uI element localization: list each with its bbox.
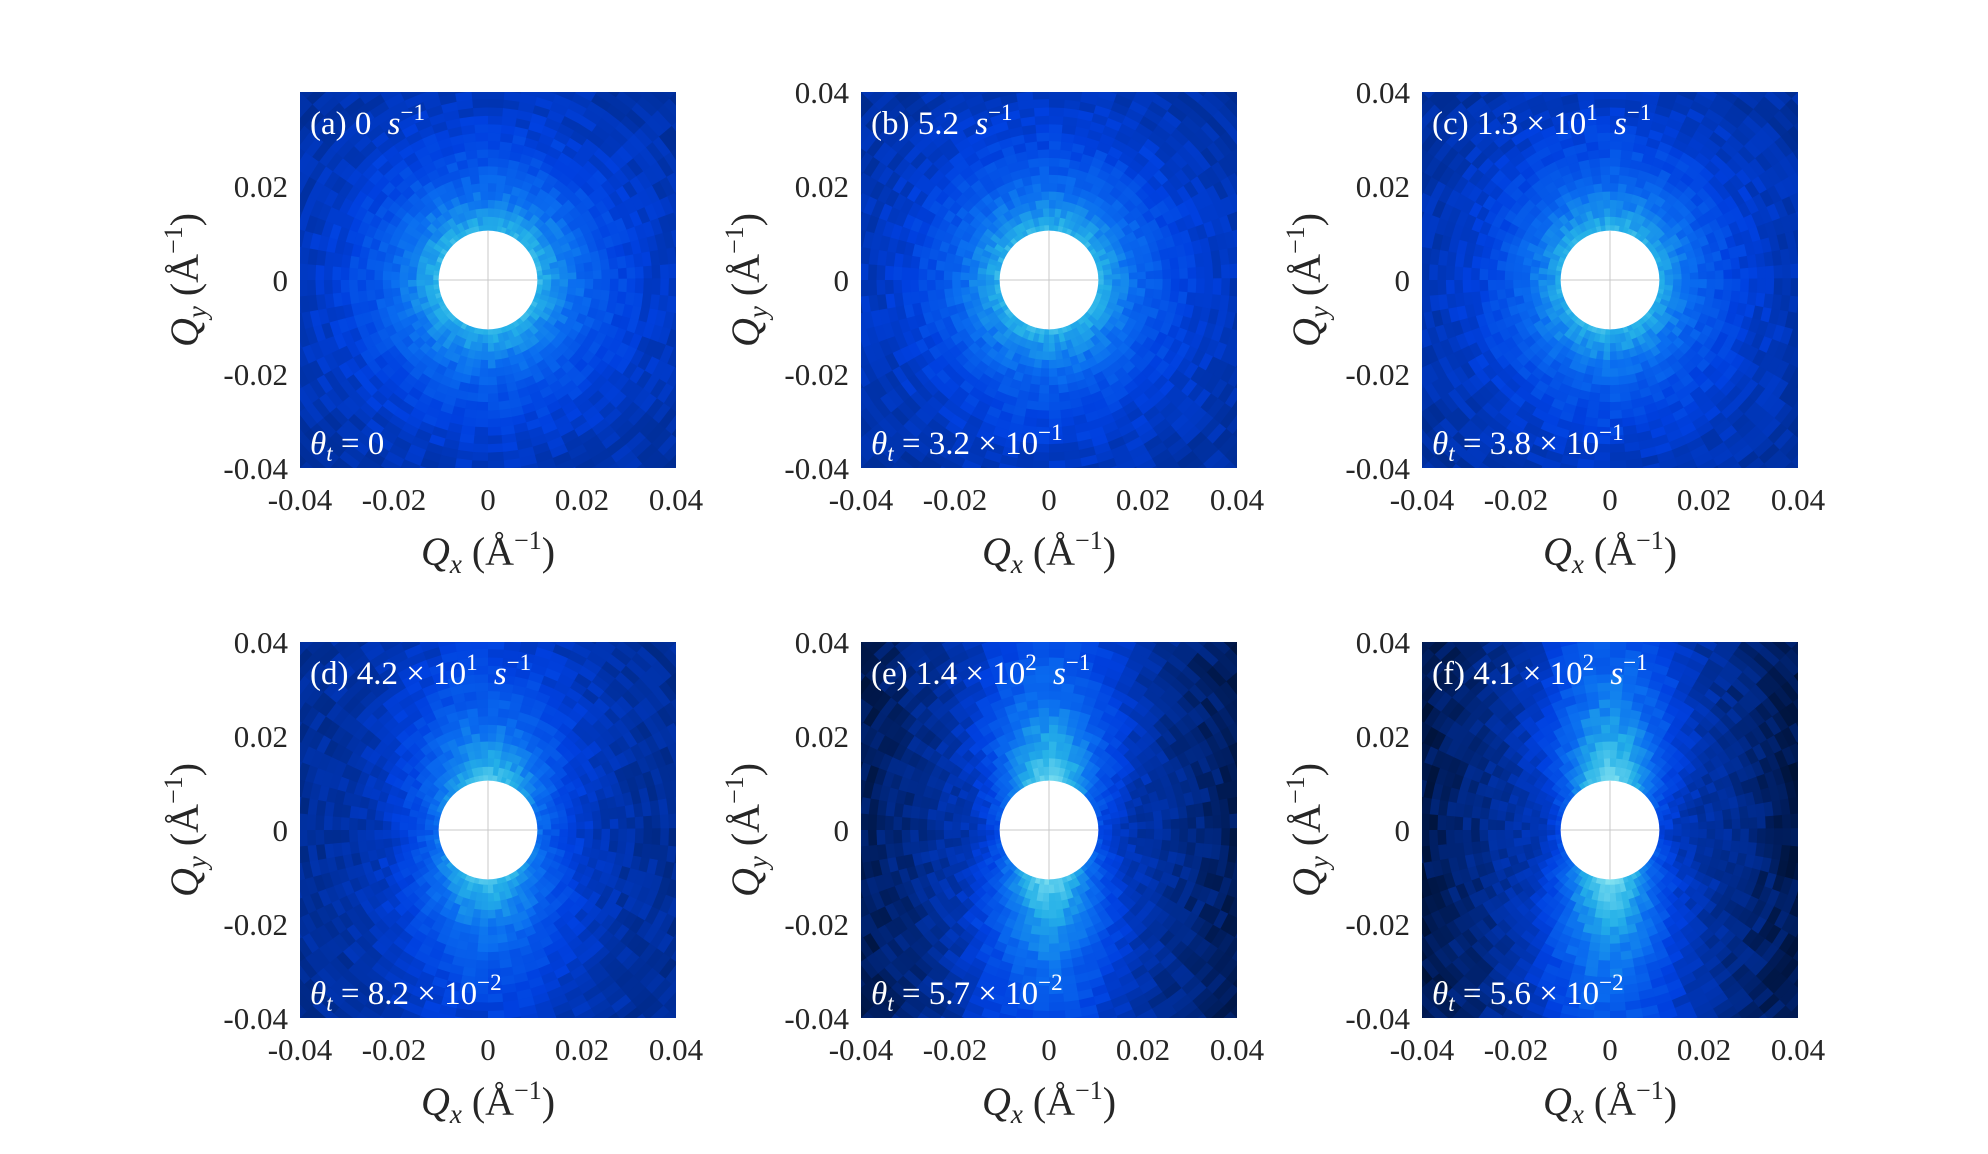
heatmap-b bbox=[861, 92, 1237, 468]
y-axis-label: Qy (Å−1) bbox=[159, 213, 212, 347]
panel-rate-label: (a) 0 s−1 bbox=[310, 100, 425, 142]
panel-theta-label: θt = 3.2 × 10−1 bbox=[871, 420, 1063, 466]
y-tick-label: -0.02 bbox=[223, 907, 288, 942]
x-tick-label: -0.04 bbox=[1390, 1032, 1455, 1067]
y-tick-label: 0 bbox=[834, 263, 850, 298]
x-tick-label: -0.02 bbox=[1484, 482, 1549, 517]
panel-rate-label: (b) 5.2 s−1 bbox=[871, 100, 1013, 142]
x-tick-label: 0 bbox=[480, 1032, 496, 1067]
x-tick-label: -0.04 bbox=[829, 482, 894, 517]
x-tick-label: -0.04 bbox=[268, 482, 333, 517]
x-tick-label: 0.04 bbox=[649, 1032, 704, 1067]
y-tick-label: -0.04 bbox=[784, 451, 849, 486]
y-tick-label: 0.02 bbox=[795, 719, 849, 754]
panel-e: -0.04 -0.02 0 0.02 0.04 0.04 0.02 0 -0.02 -0.04 Qx… bbox=[720, 625, 1265, 1129]
panel-rate-label: (e) 1.4 × 102 s−1 bbox=[871, 650, 1090, 692]
y-tick-label: 0.04 bbox=[795, 75, 850, 110]
y-tick-label: -0.02 bbox=[1345, 357, 1410, 392]
x-tick-label: -0.02 bbox=[923, 1032, 988, 1067]
panel-rate-label: (f) 4.1 × 102 s−1 bbox=[1432, 650, 1648, 692]
panel-rate-label: (c) 1.3 × 101 s−1 bbox=[1432, 100, 1651, 142]
y-tick-label: 0 bbox=[1395, 813, 1411, 848]
y-tick-label: 0.04 bbox=[1356, 625, 1411, 660]
panel-theta-label: θt = 5.6 × 10−2 bbox=[1432, 970, 1624, 1016]
panel-c: -0.04 -0.02 0 0.02 0.04 0.04 0.02 0 -0.02 -0.04 Qx… bbox=[1281, 75, 1826, 579]
panel-a: -0.04 -0.02 0 0.02 0.04 0.02 0 -0.02 -0.04 Qx (Å−… bbox=[159, 92, 704, 579]
y-tick-label: -0.04 bbox=[1345, 1001, 1410, 1036]
panel-theta-label: θt = 0 bbox=[310, 426, 384, 466]
x-tick-label: 0 bbox=[480, 482, 496, 517]
x-tick-label: -0.04 bbox=[829, 1032, 894, 1067]
y-tick-label: 0.02 bbox=[234, 719, 288, 754]
x-tick-label: 0.02 bbox=[1677, 1032, 1731, 1067]
y-tick-label: 0.02 bbox=[1356, 719, 1410, 754]
x-tick-label: -0.04 bbox=[268, 1032, 333, 1067]
x-axis-label: Qx (Å−1) bbox=[1543, 1076, 1677, 1129]
y-axis-label: Qy (Å−1) bbox=[720, 213, 773, 347]
panel-f: -0.04 -0.02 0 0.02 0.04 0.04 0.02 0 -0.02 -0.04 Qx… bbox=[1281, 625, 1826, 1129]
y-axis-label: Qy (Å−1) bbox=[159, 763, 212, 897]
y-tick-label: -0.02 bbox=[784, 907, 849, 942]
y-tick-label: -0.04 bbox=[784, 1001, 849, 1036]
x-tick-label: 0.02 bbox=[555, 482, 609, 517]
panel-rate-label: (d) 4.2 × 101 s−1 bbox=[310, 650, 531, 692]
x-tick-label: 0.04 bbox=[649, 482, 704, 517]
x-tick-label: 0.04 bbox=[1771, 482, 1826, 517]
panel-theta-label: θt = 3.8 × 10−1 bbox=[1432, 420, 1624, 466]
y-axis-label: Qy (Å−1) bbox=[1281, 763, 1334, 897]
panel-theta-label: θt = 5.7 × 10−2 bbox=[871, 970, 1063, 1016]
x-tick-label: 0.02 bbox=[1116, 482, 1170, 517]
y-tick-label: 0 bbox=[1395, 263, 1411, 298]
x-tick-label: 0.04 bbox=[1771, 1032, 1826, 1067]
x-axis-label: Qx (Å−1) bbox=[982, 526, 1116, 579]
y-axis-label: Qy (Å−1) bbox=[1281, 213, 1334, 347]
x-tick-label: 0.04 bbox=[1210, 482, 1265, 517]
x-tick-label: 0.02 bbox=[1116, 1032, 1170, 1067]
y-tick-label: 0.02 bbox=[1356, 169, 1410, 204]
y-tick-label: -0.02 bbox=[784, 357, 849, 392]
x-axis-label: Qx (Å−1) bbox=[421, 526, 555, 579]
panel-theta-label: θt = 8.2 × 10−2 bbox=[310, 970, 502, 1016]
x-axis-label: Qx (Å−1) bbox=[1543, 526, 1677, 579]
x-tick-label: 0.02 bbox=[1677, 482, 1731, 517]
x-tick-label: 0 bbox=[1041, 482, 1057, 517]
x-tick-label: -0.02 bbox=[923, 482, 988, 517]
y-tick-label: -0.04 bbox=[1345, 451, 1410, 486]
x-tick-label: -0.04 bbox=[1390, 482, 1455, 517]
y-tick-label: 0 bbox=[273, 263, 289, 298]
y-tick-label: -0.04 bbox=[223, 1001, 288, 1036]
heatmap-f bbox=[1422, 642, 1798, 1018]
x-axis-label: Qx (Å−1) bbox=[421, 1076, 555, 1129]
panel-d: -0.04 -0.02 0 0.02 0.04 0.04 0.02 0 -0.02 -0.04 Qx… bbox=[159, 625, 704, 1129]
y-tick-label: 0.04 bbox=[234, 625, 289, 660]
y-axis-label: Qy (Å−1) bbox=[720, 763, 773, 897]
x-tick-label: 0 bbox=[1602, 1032, 1618, 1067]
heatmap-c bbox=[1422, 92, 1798, 468]
y-tick-label: -0.04 bbox=[223, 451, 288, 486]
y-tick-label: 0.04 bbox=[1356, 75, 1411, 110]
x-tick-label: 0.02 bbox=[555, 1032, 609, 1067]
x-tick-label: 0.04 bbox=[1210, 1032, 1265, 1067]
x-tick-label: -0.02 bbox=[1484, 1032, 1549, 1067]
x-axis-label: Qx (Å−1) bbox=[982, 1076, 1116, 1129]
y-tick-label: 0.02 bbox=[234, 169, 288, 204]
x-tick-label: -0.02 bbox=[362, 482, 427, 517]
y-tick-label: 0.04 bbox=[795, 625, 850, 660]
y-tick-label: 0.02 bbox=[795, 169, 849, 204]
x-tick-label: 0 bbox=[1041, 1032, 1057, 1067]
y-tick-label: 0 bbox=[834, 813, 850, 848]
heatmap-d bbox=[300, 642, 676, 1018]
heatmap-a bbox=[300, 92, 676, 468]
y-tick-label: -0.02 bbox=[1345, 907, 1410, 942]
y-tick-label: 0 bbox=[273, 813, 289, 848]
panel-b: -0.04 -0.02 0 0.02 0.04 0.04 0.02 0 -0.02 -0.04 Qx… bbox=[720, 75, 1265, 579]
x-tick-label: -0.02 bbox=[362, 1032, 427, 1067]
y-tick-label: -0.02 bbox=[223, 357, 288, 392]
heatmap-e bbox=[861, 642, 1237, 1018]
x-tick-label: 0 bbox=[1602, 482, 1618, 517]
